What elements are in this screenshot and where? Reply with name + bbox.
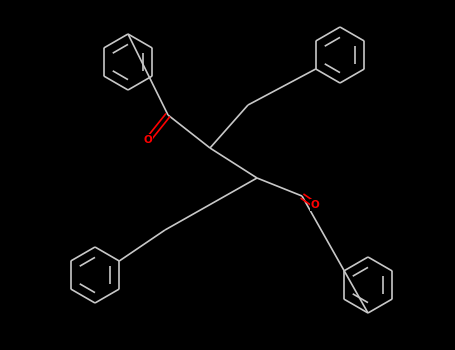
Text: O: O: [311, 200, 319, 210]
Text: O: O: [144, 135, 152, 145]
